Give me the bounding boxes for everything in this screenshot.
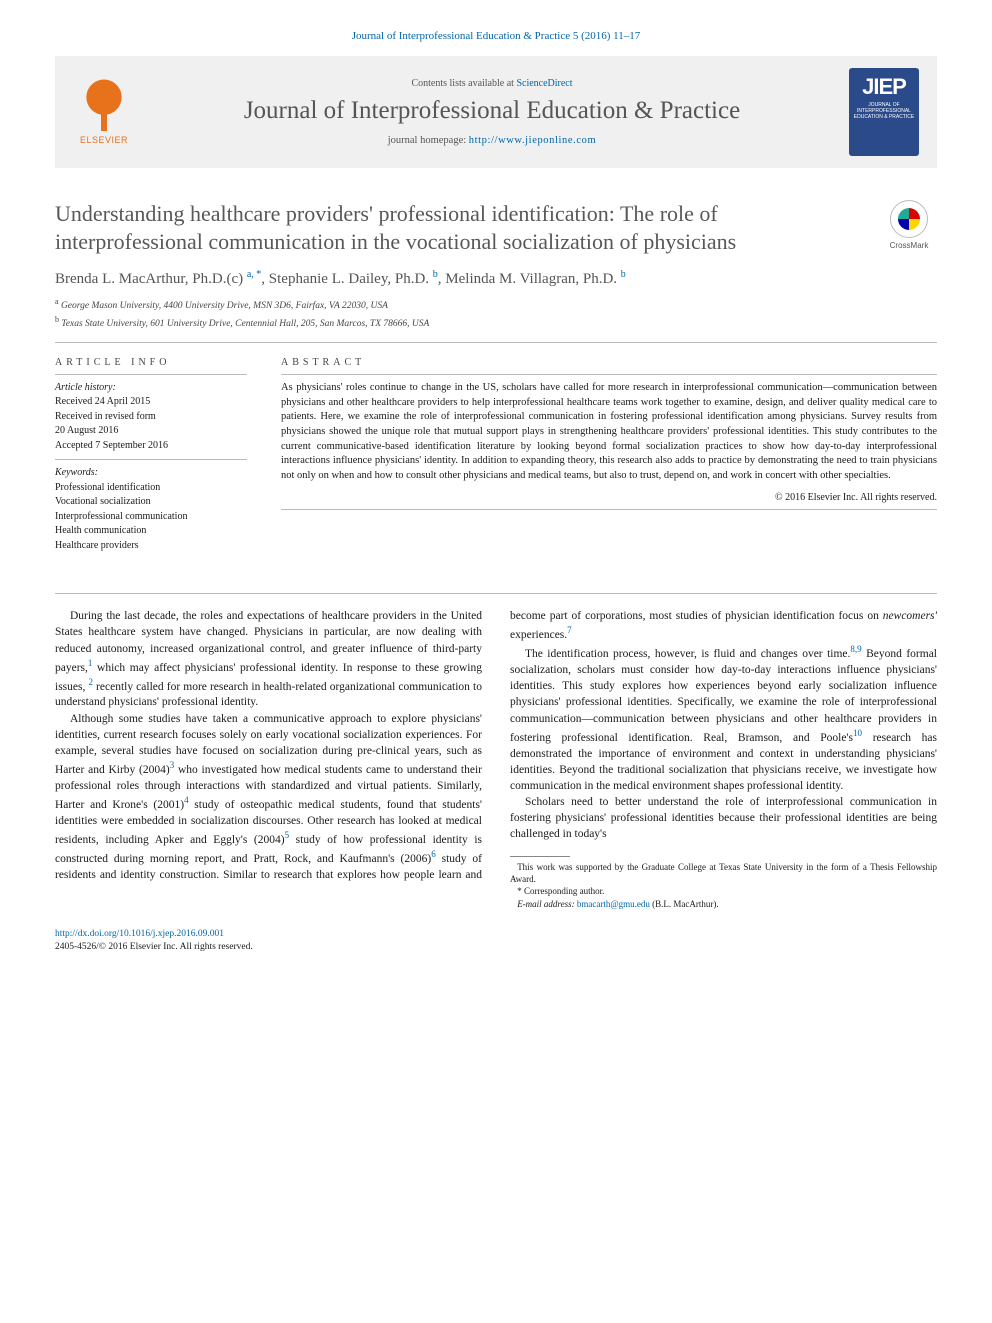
- footnote-divider: [510, 856, 570, 857]
- article-info-heading: ARTICLE INFO: [55, 357, 247, 368]
- history-label: Article history:: [55, 382, 116, 393]
- elsevier-logo[interactable]: ELSEVIER: [73, 79, 135, 145]
- divider: [55, 593, 937, 594]
- body-text-columns: During the last decade, the roles and ex…: [55, 608, 937, 909]
- doi-link[interactable]: http://dx.doi.org/10.1016/j.xjep.2016.09…: [55, 929, 224, 939]
- masthead-center: Contents lists available at ScienceDirec…: [153, 78, 831, 146]
- elsevier-tree-icon: [80, 79, 128, 131]
- journal-citation-line: Journal of Interprofessional Education &…: [55, 30, 937, 42]
- body-paragraph: During the last decade, the roles and ex…: [55, 608, 482, 710]
- article-info-column: ARTICLE INFO Article history: Received 2…: [55, 357, 247, 554]
- homepage-line: journal homepage: http://www.jieponline.…: [153, 135, 831, 146]
- abstract-text: As physicians' roles continue to change …: [281, 381, 937, 484]
- footnote-corresponding: * Corresponding author.: [510, 885, 937, 897]
- keywords-text: Professional identificationVocational so…: [55, 481, 247, 554]
- masthead: ELSEVIER Contents lists available at Sci…: [55, 56, 937, 168]
- crossmark-icon: [890, 200, 928, 238]
- jiep-cover-thumbnail[interactable]: JIEP JOURNAL OF INTERPROFESSIONAL EDUCAT…: [849, 68, 919, 156]
- ref-7[interactable]: 7: [567, 625, 572, 635]
- contents-prefix: Contents lists available at: [411, 78, 516, 89]
- homepage-prefix: journal homepage:: [388, 135, 469, 146]
- footnotes: This work was supported by the Graduate …: [510, 861, 937, 910]
- homepage-link[interactable]: http://www.jieponline.com: [469, 135, 596, 146]
- footnote-funding: This work was supported by the Graduate …: [510, 861, 937, 885]
- abstract-heading: ABSTRACT: [281, 357, 937, 368]
- article-title: Understanding healthcare providers' prof…: [55, 200, 863, 255]
- info-abstract-row: ARTICLE INFO Article history: Received 2…: [55, 357, 937, 554]
- title-row: Understanding healthcare providers' prof…: [55, 200, 937, 255]
- jiep-big-text: JIEP: [862, 74, 906, 100]
- email-link[interactable]: bmacarth@gmu.edu: [577, 899, 650, 909]
- elsevier-word: ELSEVIER: [80, 135, 128, 145]
- crossmark-badge[interactable]: CrossMark: [881, 200, 937, 250]
- body-paragraph: Scholars need to better understand the r…: [510, 794, 937, 842]
- ref-10[interactable]: 10: [853, 728, 862, 738]
- body-paragraph: The identification process, however, is …: [510, 643, 937, 794]
- crossmark-label: CrossMark: [890, 241, 929, 250]
- issn-copyright-line: 2405-4526/© 2016 Elsevier Inc. All right…: [55, 942, 253, 952]
- ref-8-9[interactable]: 8,9: [850, 644, 861, 654]
- abstract-copyright: © 2016 Elsevier Inc. All rights reserved…: [281, 492, 937, 503]
- footnote-email: E-mail address: bmacarth@gmu.edu (B.L. M…: [510, 898, 937, 910]
- affiliations: a George Mason University, 4400 Universi…: [55, 296, 937, 332]
- sciencedirect-link[interactable]: ScienceDirect: [516, 78, 572, 89]
- journal-name: Journal of Interprofessional Education &…: [153, 97, 831, 125]
- abstract-column: ABSTRACT As physicians' roles continue t…: [281, 357, 937, 554]
- article-history-text: Received 24 April 2015Received in revise…: [55, 395, 247, 453]
- keywords-label: Keywords:: [55, 467, 98, 478]
- authors-line: Brenda L. MacArthur, Ph.D.(c) a, *, Step…: [55, 269, 937, 288]
- jiep-small-text: JOURNAL OF INTERPROFESSIONAL EDUCATION &…: [849, 100, 919, 122]
- page-footer: http://dx.doi.org/10.1016/j.xjep.2016.09…: [55, 928, 937, 955]
- divider: [55, 342, 937, 343]
- contents-available-line: Contents lists available at ScienceDirec…: [153, 78, 831, 89]
